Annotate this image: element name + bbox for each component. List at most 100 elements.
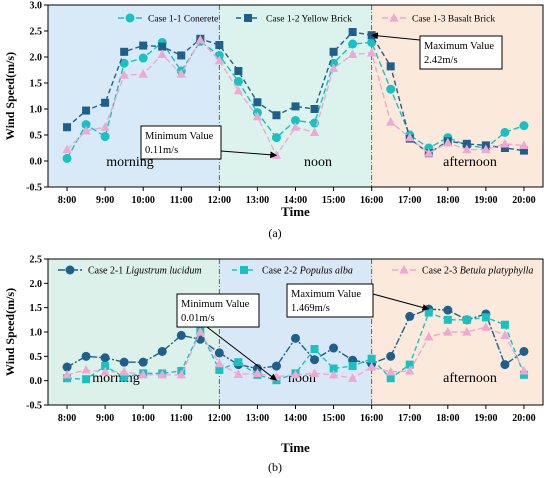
y-tick-label: 1.5 [30,79,43,90]
legend-marker [244,14,252,22]
data-point [462,144,472,154]
period-label-noon: noon [304,155,332,170]
legend-marker [399,265,409,274]
data-point [386,351,396,361]
data-point [519,121,529,131]
annotation-text: 2.42m/s [424,55,458,66]
data-point [101,362,110,371]
data-point [424,308,433,317]
data-point [100,353,110,363]
data-point [405,132,415,142]
x-axis-label: Time [281,440,310,455]
data-point [519,346,529,356]
data-point [348,373,358,382]
x-tick-label: 14:00 [284,195,307,206]
data-point [138,357,148,367]
annotation-arrow [220,150,278,159]
y-tick-label: -0.5 [26,401,42,412]
data-point [252,368,263,377]
data-point [500,330,510,340]
legend-marker [389,13,399,22]
data-point [290,333,300,343]
data-point [62,369,72,379]
legend-label-prefix: Case 2-2 [262,266,300,277]
y-axis-label: Wind Speed(m/s) [3,52,17,140]
data-point [462,315,471,324]
annotation-max: Maximum Value 1.469m/s [286,283,430,318]
data-point [139,41,148,50]
x-tick-label: 20:00 [512,413,535,424]
x-tick-label: 19:00 [474,413,497,424]
x-tick-label: 20:00 [512,195,535,206]
y-tick-label: 2.0 [30,279,43,290]
data-point [405,360,414,369]
data-point [405,311,415,321]
y-tick-label: 0.0 [30,157,43,168]
data-point [481,144,491,154]
data-point [348,39,358,49]
data-point [101,98,110,107]
annotation-min: Minimum Value 0.11m/s [140,125,278,160]
data-point [310,105,319,113]
data-point [271,361,281,371]
data-point [348,49,358,58]
period-band-noon [219,5,372,187]
data-point [119,366,129,376]
annotation-arrow [372,293,430,311]
x-tick-label: 14:00 [284,413,307,424]
data-point [519,370,528,379]
data-point [157,346,167,356]
panel-b-caption: (b) [268,460,282,474]
y-tick-label: 2.0 [30,53,43,64]
annotation-text: Maximum Value [291,289,361,300]
data-point [386,62,395,71]
data-point [310,355,320,365]
x-tick-label: 18:00 [436,195,459,206]
period-label-afternoon: afternoon [443,155,497,170]
annotation-box [286,283,374,318]
annotation-text: Maximum Value [424,41,494,52]
data-point [405,365,415,375]
data-point [348,28,357,37]
x-tick-label: 16:00 [360,413,383,424]
x-tick-label: 16:00 [360,195,383,206]
data-point [386,84,396,94]
data-point [462,327,472,336]
data-point [481,313,490,322]
data-point [367,362,377,371]
data-point [462,139,471,148]
data-point [500,127,510,137]
data-point [176,69,186,78]
legend-label-prefix: Case 2-3 [422,266,460,277]
data-point [500,360,510,370]
data-point [214,358,224,368]
annotation-box [419,35,503,70]
data-point [138,369,148,379]
x-tick-label: 13:00 [246,195,269,206]
data-point [290,122,301,131]
data-point [233,85,243,95]
period-band-afternoon [371,5,543,187]
x-tick-label: 9:00 [96,413,114,424]
data-point [81,351,91,361]
data-point [424,331,434,341]
data-point [309,127,320,136]
x-tick-label: 9:00 [96,195,114,206]
data-point [309,368,320,377]
data-point [215,41,224,50]
data-point [195,34,205,44]
y-tick-label: 3.0 [30,1,43,12]
data-point [233,76,243,86]
data-point [328,369,339,379]
legend-label: Case 1-2 Yellow Brick [266,15,352,25]
data-point [138,69,148,78]
data-point [215,365,224,374]
x-tick-label: 10:00 [132,413,155,424]
y-tick-label: 1.0 [30,328,43,339]
data-point [63,123,72,132]
data-point [176,369,186,379]
data-point [367,354,376,363]
data-point [62,153,72,163]
legend-label: Case 2-3 Betula platyphylla [422,266,533,277]
legend-label-species: Betula platyphylla [460,266,534,277]
